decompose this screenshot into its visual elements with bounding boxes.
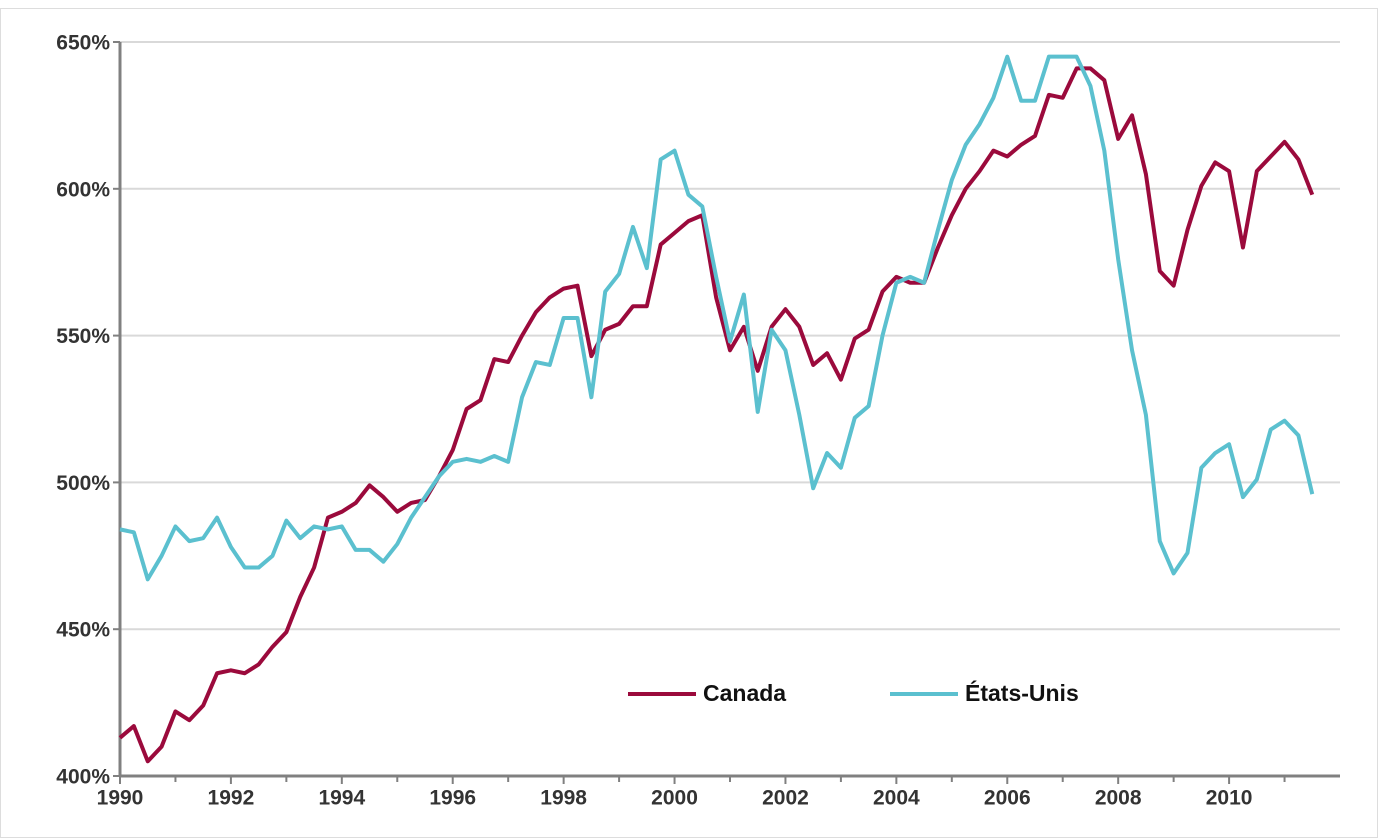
y-tick-label: 450% [56, 619, 110, 642]
y-tick-label: 500% [56, 472, 110, 495]
x-tick-label: 2004 [873, 787, 920, 810]
x-tick-label: 2000 [651, 787, 698, 810]
x-tick-label: 1996 [429, 787, 476, 810]
x-tick-label: 2008 [1095, 787, 1142, 810]
line-series [119, 54, 1315, 582]
x-tick-label: 1992 [208, 787, 255, 810]
y-tick-label: 400% [56, 766, 110, 789]
frame [0, 8, 1378, 838]
y-tick-label: 550% [56, 325, 110, 348]
legend-label: États-Unis [965, 679, 1079, 706]
x-tick-label: 2002 [762, 787, 809, 810]
x-tick-label: 2010 [1206, 787, 1253, 810]
y-tick-label: 600% [56, 178, 110, 201]
x-tick-label: 1998 [540, 787, 587, 810]
line-series [118, 66, 1315, 764]
legend-label: Canada [703, 680, 786, 706]
x-tick-label: 1990 [97, 787, 144, 810]
x-tick-label: 1994 [318, 787, 365, 810]
y-tick-label: 650% [56, 32, 110, 55]
x-tick-label: 2006 [984, 787, 1031, 810]
